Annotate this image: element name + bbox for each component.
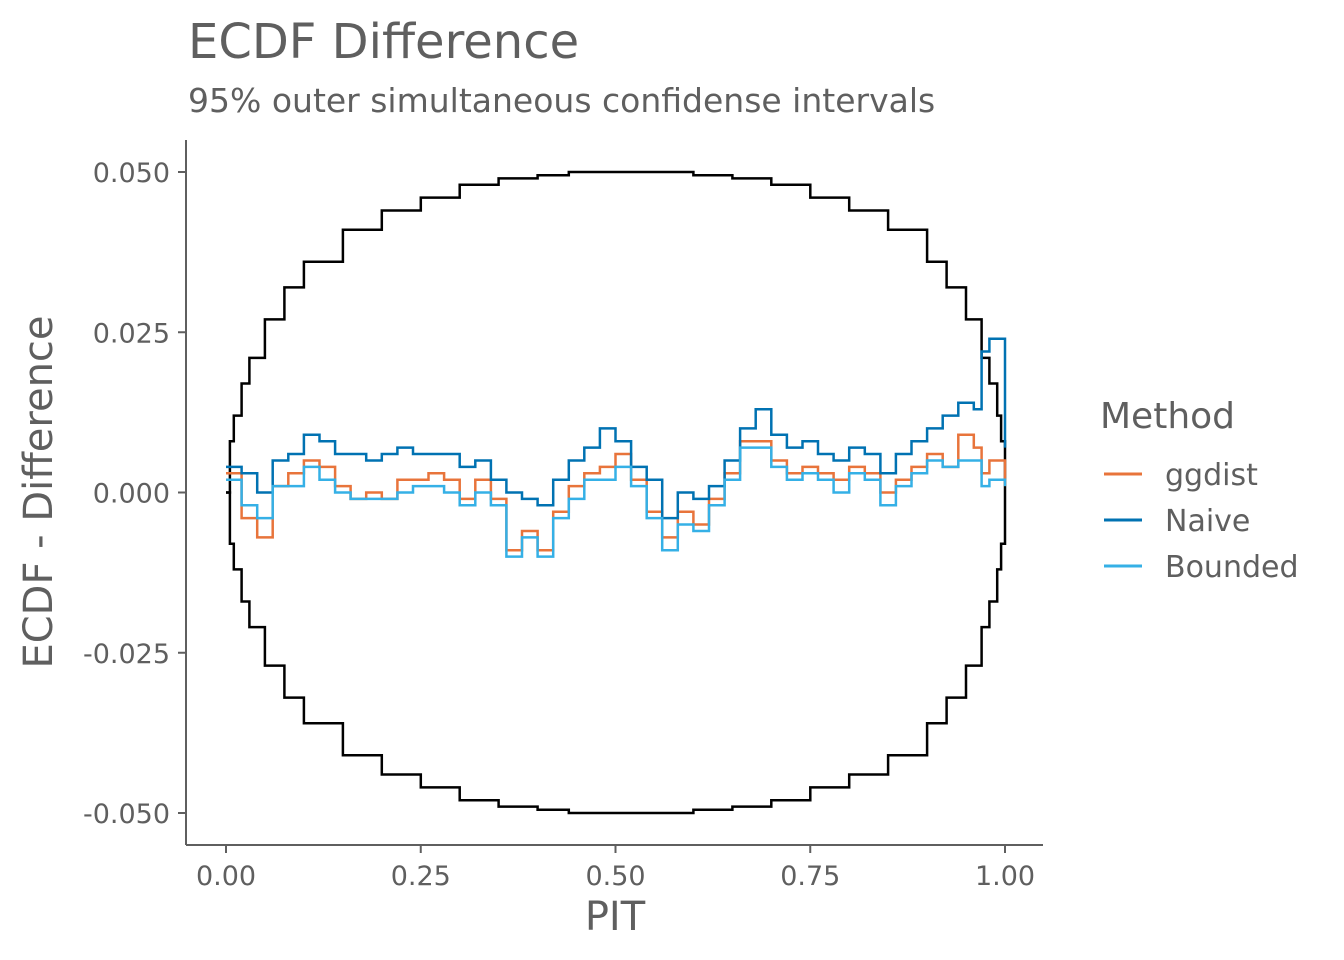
x-tick-label: 1.00 xyxy=(975,861,1035,892)
legend-label-naive: Naive xyxy=(1165,504,1250,539)
y-axis-title: ECDF - Difference xyxy=(16,315,62,668)
plot-area xyxy=(226,170,1007,815)
y-tick-label: 0.050 xyxy=(93,158,170,189)
y-tick-label: -0.025 xyxy=(83,639,170,670)
legend-label-ggdist: ggdist xyxy=(1165,458,1258,493)
legend-title: Method xyxy=(1100,396,1235,437)
x-tick-label: 0.75 xyxy=(780,861,840,892)
chart-title: ECDF Difference xyxy=(188,14,579,70)
envelope-upper-line xyxy=(226,170,1007,494)
legend-label-bounded: Bounded xyxy=(1165,550,1299,585)
x-axis-title: PIT xyxy=(585,894,646,940)
y-axis-ticks: -0.050 -0.025 0.000 0.025 0.050 xyxy=(83,158,186,830)
chart-subtitle: 95% outer simultaneous confidense interv… xyxy=(188,81,935,120)
y-tick-label: -0.050 xyxy=(83,799,170,830)
x-tick-label: 0.00 xyxy=(196,861,256,892)
x-axis-ticks: 0.00 0.25 0.50 0.75 1.00 xyxy=(196,845,1035,892)
series-line-bounded xyxy=(226,446,1007,558)
envelope-lower-line xyxy=(226,491,1007,815)
x-tick-label: 0.50 xyxy=(585,861,645,892)
series-line-naive xyxy=(226,337,1007,520)
legend: Method ggdist Naive Bounded xyxy=(1100,396,1299,585)
y-tick-label: 0.000 xyxy=(93,479,170,510)
x-tick-label: 0.25 xyxy=(391,861,451,892)
y-tick-label: 0.025 xyxy=(93,318,170,349)
